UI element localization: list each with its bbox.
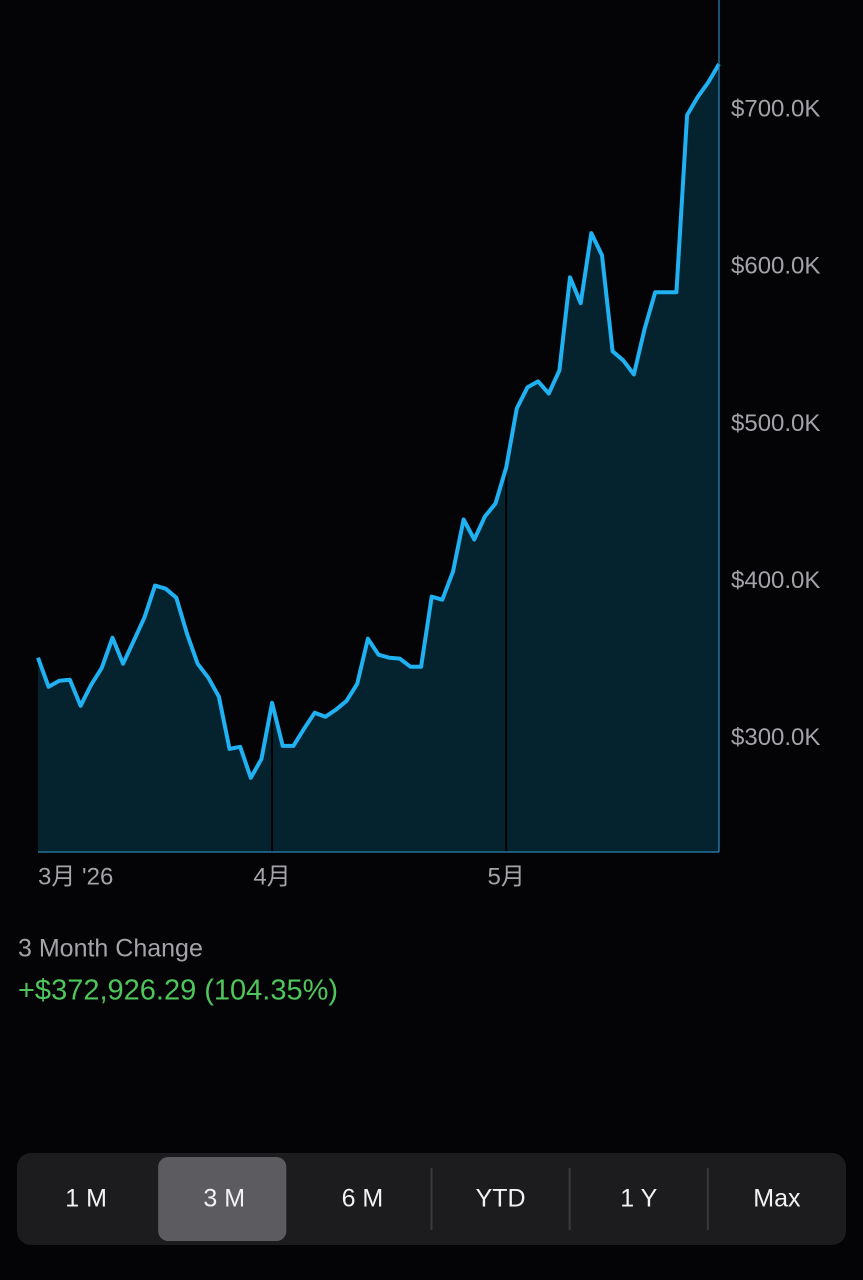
range-button-selected (158, 1157, 287, 1241)
change-value: +$372,926.29 (104.35%) (18, 975, 338, 1007)
range-buttons: 1 M 3 M 6 M YTD 1 Y Max (65, 1157, 801, 1241)
x-tick-label: 3月 '26 (38, 863, 113, 890)
y-tick-label: $700.0K (731, 95, 820, 122)
y-tick-label: $500.0K (731, 410, 820, 437)
x-tick-label: 4月 (253, 863, 290, 890)
range-button[interactable]: 3 M (203, 1185, 245, 1213)
chart: 3月 '26 4月 5月 $300.0K $400.0K $500.0K $600.0K $7… (36, 0, 820, 890)
range-button[interactable]: 1 Y (620, 1185, 657, 1213)
x-tick-label: 5月 (488, 863, 525, 890)
y-tick-label: $400.0K (731, 567, 820, 594)
range-button[interactable]: YTD (476, 1185, 526, 1213)
range-button[interactable]: 1 M (65, 1185, 107, 1213)
line (36, 62, 721, 780)
y-tick-label: $300.0K (731, 724, 820, 751)
y-tick-label: $600.0K (731, 253, 820, 280)
area (38, 64, 719, 852)
change-label: 3 Month Change (18, 935, 203, 963)
range-button[interactable]: 6 M (342, 1185, 384, 1213)
range-button[interactable]: Max (753, 1185, 801, 1213)
